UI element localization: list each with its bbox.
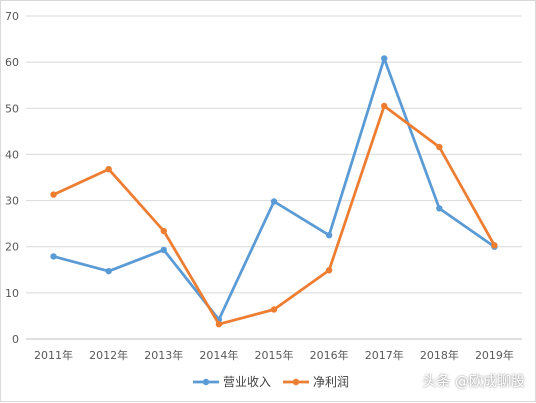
- x-tick-label: 2011年: [34, 348, 73, 362]
- data-point: [215, 321, 223, 328]
- x-tick-label: 2019年: [475, 348, 514, 362]
- data-point: [50, 191, 57, 198]
- data-point: [436, 143, 443, 151]
- data-point: [325, 231, 333, 239]
- x-tick-label: 2012年: [89, 348, 128, 362]
- watermark: 头条 @欧成聊股: [422, 374, 525, 390]
- series-line: [52, 104, 496, 326]
- x-tick-label: 2018年: [420, 348, 459, 362]
- x-tick-label: 2015年: [255, 348, 294, 362]
- data-point: [325, 267, 333, 274]
- y-tick-label: 30: [5, 195, 19, 208]
- legend-label: 营业收入: [223, 375, 271, 389]
- data-point: [105, 165, 112, 173]
- data-point: [491, 242, 498, 249]
- data-point: [436, 205, 443, 212]
- legend-marker: [202, 378, 210, 386]
- data-point: [270, 306, 278, 313]
- x-tick-label: 2016年: [310, 348, 349, 362]
- y-tick-label: 40: [5, 148, 19, 161]
- data-point: [270, 198, 278, 205]
- x-tick-label: 2014年: [199, 348, 238, 362]
- data-point: [381, 102, 388, 110]
- y-tick-label: 50: [5, 102, 19, 115]
- data-point: [160, 246, 167, 254]
- data-point: [381, 55, 388, 62]
- y-tick-label: 10: [5, 287, 19, 300]
- x-tick-label: 2013年: [144, 348, 183, 362]
- data-point: [105, 267, 112, 275]
- data-point: [160, 227, 167, 235]
- legend-label: 净利润: [313, 375, 349, 389]
- data-point: [50, 253, 57, 260]
- series-line: [52, 57, 496, 321]
- x-tick-label: 2017年: [365, 348, 404, 362]
- legend-marker: [292, 378, 300, 386]
- y-tick-label: 70: [5, 10, 19, 23]
- y-tick-label: 0: [12, 333, 19, 346]
- y-tick-label: 60: [5, 56, 19, 69]
- y-tick-label: 20: [5, 241, 19, 254]
